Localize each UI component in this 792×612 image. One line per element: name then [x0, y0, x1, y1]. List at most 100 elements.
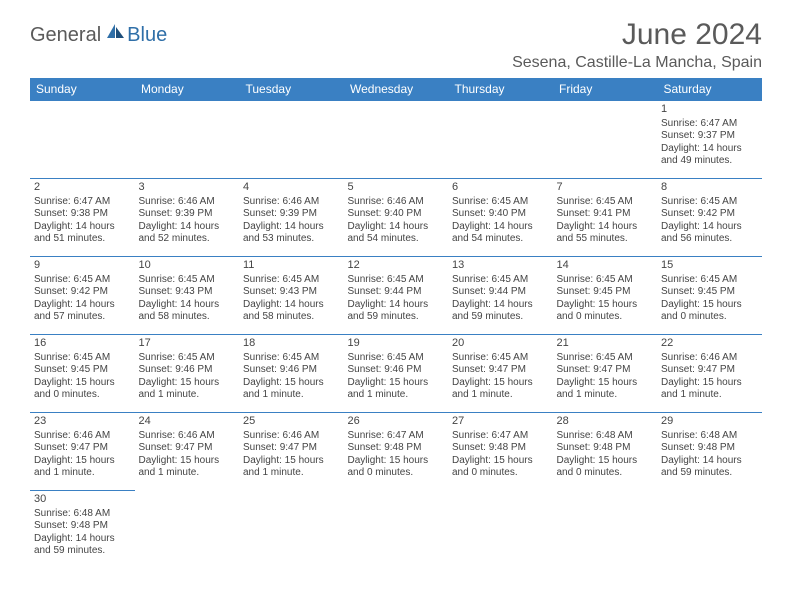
day-cell: 24Sunrise: 6:46 AMSunset: 9:47 PMDayligh…: [135, 413, 240, 491]
day-number: 29: [661, 415, 758, 429]
day-cell: [553, 101, 658, 179]
week-row: 16Sunrise: 6:45 AMSunset: 9:45 PMDayligh…: [30, 335, 762, 413]
day-detail-line: Sunset: 9:46 PM: [243, 364, 340, 377]
day-detail-line: and 59 minutes.: [348, 311, 445, 324]
day-detail-line: Sunrise: 6:47 AM: [661, 118, 758, 131]
day-cell: 6Sunrise: 6:45 AMSunset: 9:40 PMDaylight…: [448, 179, 553, 257]
day-detail-line: Sunset: 9:37 PM: [661, 130, 758, 143]
day-detail-line: Sunrise: 6:47 AM: [348, 430, 445, 443]
day-number: 28: [557, 415, 654, 429]
day-cell: 20Sunrise: 6:45 AMSunset: 9:47 PMDayligh…: [448, 335, 553, 413]
day-detail-line: and 59 minutes.: [452, 311, 549, 324]
day-detail-line: Sunrise: 6:48 AM: [661, 430, 758, 443]
day-number: 3: [139, 181, 236, 195]
day-detail-line: Sunset: 9:47 PM: [139, 442, 236, 455]
day-detail-line: Daylight: 14 hours: [348, 221, 445, 234]
day-detail-line: Sunrise: 6:45 AM: [557, 196, 654, 209]
day-number: 14: [557, 259, 654, 273]
day-detail-line: Daylight: 15 hours: [348, 455, 445, 468]
day-detail-line: Sunset: 9:48 PM: [348, 442, 445, 455]
logo-text-blue: Blue: [127, 24, 167, 47]
day-detail-line: Sunset: 9:40 PM: [348, 208, 445, 221]
day-detail-line: and 1 minute.: [348, 389, 445, 402]
day-detail-line: Daylight: 14 hours: [139, 221, 236, 234]
day-detail-line: and 59 minutes.: [34, 545, 131, 558]
day-cell: 26Sunrise: 6:47 AMSunset: 9:48 PMDayligh…: [344, 413, 449, 491]
day-detail-line: and 1 minute.: [557, 389, 654, 402]
day-header: Wednesday: [344, 78, 449, 101]
day-detail-line: Daylight: 15 hours: [661, 299, 758, 312]
day-detail-line: Daylight: 15 hours: [34, 377, 131, 390]
day-detail-line: and 0 minutes.: [557, 311, 654, 324]
day-number: 2: [34, 181, 131, 195]
day-number: 18: [243, 337, 340, 351]
day-cell: [239, 491, 344, 569]
day-header: Friday: [553, 78, 658, 101]
day-detail-line: and 55 minutes.: [557, 233, 654, 246]
day-detail-line: Daylight: 14 hours: [139, 299, 236, 312]
day-detail-line: Sunset: 9:45 PM: [661, 286, 758, 299]
day-detail-line: and 1 minute.: [139, 467, 236, 480]
day-cell: 18Sunrise: 6:45 AMSunset: 9:46 PMDayligh…: [239, 335, 344, 413]
day-detail-line: Sunset: 9:43 PM: [139, 286, 236, 299]
day-detail-line: Sunrise: 6:48 AM: [34, 508, 131, 521]
week-row: 23Sunrise: 6:46 AMSunset: 9:47 PMDayligh…: [30, 413, 762, 491]
day-detail-line: Daylight: 15 hours: [348, 377, 445, 390]
day-detail-line: Sunset: 9:47 PM: [661, 364, 758, 377]
day-number: 1: [661, 103, 758, 117]
sail-icon: [107, 24, 125, 45]
day-header: Thursday: [448, 78, 553, 101]
day-number: 24: [139, 415, 236, 429]
day-cell: 23Sunrise: 6:46 AMSunset: 9:47 PMDayligh…: [30, 413, 135, 491]
day-cell: 5Sunrise: 6:46 AMSunset: 9:40 PMDaylight…: [344, 179, 449, 257]
day-detail-line: Daylight: 14 hours: [34, 533, 131, 546]
title-block: June 2024 Sesena, Castille-La Mancha, Sp…: [512, 18, 762, 72]
day-detail-line: Sunrise: 6:45 AM: [661, 196, 758, 209]
day-detail-line: Sunrise: 6:45 AM: [139, 274, 236, 287]
day-cell: [135, 101, 240, 179]
day-detail-line: Sunset: 9:46 PM: [139, 364, 236, 377]
day-cell: 1Sunrise: 6:47 AMSunset: 9:37 PMDaylight…: [657, 101, 762, 179]
day-detail-line: Sunrise: 6:45 AM: [452, 274, 549, 287]
month-title: June 2024: [512, 18, 762, 52]
day-number: 4: [243, 181, 340, 195]
day-detail-line: Sunset: 9:39 PM: [139, 208, 236, 221]
week-row: 9Sunrise: 6:45 AMSunset: 9:42 PMDaylight…: [30, 257, 762, 335]
day-detail-line: Daylight: 14 hours: [452, 221, 549, 234]
day-detail-line: Daylight: 14 hours: [661, 143, 758, 156]
day-detail-line: Sunset: 9:38 PM: [34, 208, 131, 221]
day-header: Monday: [135, 78, 240, 101]
day-cell: [553, 491, 658, 569]
day-number: 9: [34, 259, 131, 273]
day-cell: 15Sunrise: 6:45 AMSunset: 9:45 PMDayligh…: [657, 257, 762, 335]
day-cell: [30, 101, 135, 179]
page-header: General Blue June 2024 Sesena, Castille-…: [30, 18, 762, 72]
day-number: 15: [661, 259, 758, 273]
day-detail-line: and 1 minute.: [34, 467, 131, 480]
day-detail-line: Sunset: 9:41 PM: [557, 208, 654, 221]
day-cell: 22Sunrise: 6:46 AMSunset: 9:47 PMDayligh…: [657, 335, 762, 413]
day-number: 22: [661, 337, 758, 351]
day-cell: 28Sunrise: 6:48 AMSunset: 9:48 PMDayligh…: [553, 413, 658, 491]
day-cell: 29Sunrise: 6:48 AMSunset: 9:48 PMDayligh…: [657, 413, 762, 491]
location-subtitle: Sesena, Castille-La Mancha, Spain: [512, 54, 762, 72]
day-detail-line: Sunrise: 6:45 AM: [661, 274, 758, 287]
day-detail-line: and 0 minutes.: [661, 311, 758, 324]
day-detail-line: and 1 minute.: [661, 389, 758, 402]
day-detail-line: Daylight: 14 hours: [34, 221, 131, 234]
day-cell: [135, 491, 240, 569]
day-detail-line: Sunset: 9:47 PM: [452, 364, 549, 377]
day-cell: 7Sunrise: 6:45 AMSunset: 9:41 PMDaylight…: [553, 179, 658, 257]
day-detail-line: Sunrise: 6:46 AM: [139, 196, 236, 209]
logo-text-general: General: [30, 24, 101, 47]
day-detail-line: Sunset: 9:45 PM: [34, 364, 131, 377]
day-detail-line: Daylight: 15 hours: [557, 377, 654, 390]
day-number: 19: [348, 337, 445, 351]
day-cell: 27Sunrise: 6:47 AMSunset: 9:48 PMDayligh…: [448, 413, 553, 491]
day-cell: 9Sunrise: 6:45 AMSunset: 9:42 PMDaylight…: [30, 257, 135, 335]
day-detail-line: Sunrise: 6:45 AM: [34, 274, 131, 287]
day-detail-line: and 54 minutes.: [348, 233, 445, 246]
day-cell: [239, 101, 344, 179]
day-number: 26: [348, 415, 445, 429]
day-number: 23: [34, 415, 131, 429]
